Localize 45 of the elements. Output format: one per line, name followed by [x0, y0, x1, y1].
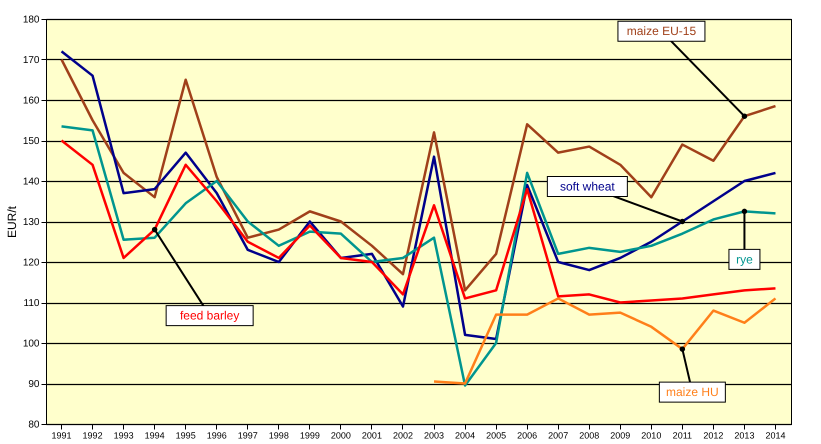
x-tick-label: 2006 [517, 430, 538, 440]
x-tick-label: 2013 [734, 430, 754, 440]
x-tick-label: 1998 [268, 430, 289, 440]
text: rye [736, 252, 754, 266]
y-tick-label: 90 [28, 379, 40, 390]
x-tick-label: 2000 [330, 430, 351, 440]
x-tick-label: 2001 [362, 430, 382, 440]
x-tick-label: 2002 [392, 430, 413, 440]
y-tick-label: 160 [22, 96, 40, 106]
y-tick-label: 170 [22, 55, 40, 66]
y-tick-label: 140 [22, 176, 40, 188]
y-tick-label: 130 [22, 217, 40, 228]
x-tick-label: 2014 [765, 430, 786, 440]
y-tick-label: 120 [22, 258, 40, 268]
x-tick-label: 1992 [82, 430, 103, 440]
text: soft wheat [560, 180, 616, 194]
line-series [432, 297, 777, 385]
x-tick-label: 1993 [114, 430, 134, 440]
line-series [60, 58, 777, 292]
text: maize EU-15 [626, 24, 696, 38]
x-tick-label: 2004 [455, 430, 476, 440]
x-tick-label: 2010 [641, 430, 662, 440]
x-tick-label: 1994 [144, 430, 165, 440]
x-tick-label: 1995 [176, 430, 196, 440]
x-tick-label: 2003 [424, 430, 444, 440]
y-tick-label: 180 [22, 14, 40, 26]
y-tick-label: 100 [22, 338, 40, 350]
x-tick-label: 1999 [300, 430, 320, 440]
x-tick-label: 2005 [486, 430, 506, 440]
x-tick-label: 1996 [206, 430, 227, 440]
y-axis-title: EUR/t [4, 205, 19, 238]
y-tick-label: 150 [22, 136, 40, 147]
x-tick-label: 2012 [703, 430, 724, 440]
x-tick-label: 2008 [579, 430, 600, 440]
x-tick-label: 1991 [52, 430, 72, 440]
line-series [60, 125, 777, 387]
x-tick-label: 2011 [672, 430, 692, 440]
x-tick-label: 2007 [548, 430, 568, 440]
text: feed barley [180, 308, 240, 323]
y-tick-label: 110 [24, 298, 40, 309]
line-series [60, 139, 777, 304]
y-tick-label: 80 [28, 420, 40, 430]
x-tick-label: 2009 [610, 430, 630, 440]
x-tick-label: 1997 [238, 430, 258, 440]
text: maize HU [666, 385, 719, 400]
